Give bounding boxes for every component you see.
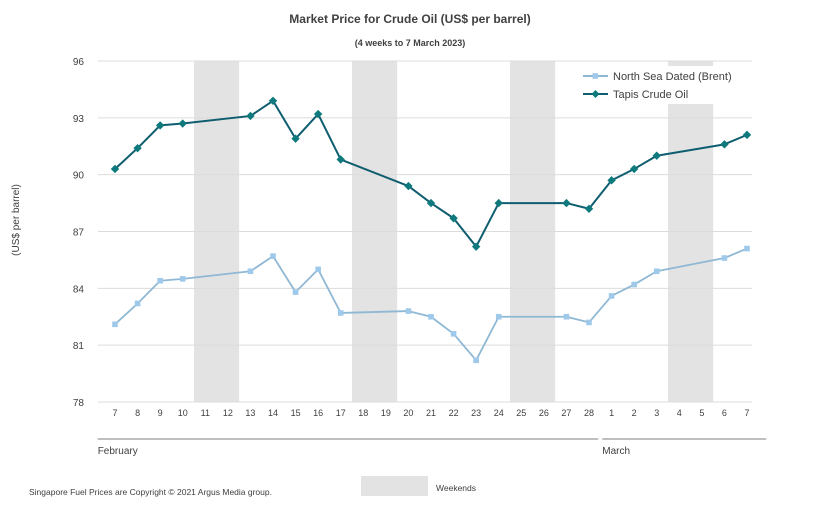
x-tick-label: 10	[178, 408, 188, 418]
series	[110, 96, 752, 364]
x-tick-label: 15	[291, 408, 301, 418]
data-point-tapis-crude-oil	[313, 109, 323, 119]
x-tick-label: 3	[654, 408, 659, 418]
weekend-key-swatch	[361, 476, 428, 496]
y-tick-label: 87	[73, 228, 85, 239]
data-point-tapis-crude-oil	[629, 164, 639, 174]
x-tick-label: 27	[561, 408, 571, 418]
footnote: Singapore Fuel Prices are Copyright © 20…	[29, 487, 272, 497]
x-tick-label: 19	[381, 408, 391, 418]
legend-background	[578, 66, 746, 104]
x-tick-label: 18	[358, 408, 368, 418]
x-tick-label: 17	[336, 408, 346, 418]
data-point-north-sea-dated-brent	[112, 321, 118, 328]
x-tick-label: 8	[135, 408, 140, 418]
data-point-tapis-crude-oil	[562, 198, 571, 208]
x-tick-label: 4	[677, 408, 682, 418]
x-tick-label: 6	[722, 408, 727, 418]
data-point-north-sea-dated-brent	[157, 277, 163, 284]
y-tick-label: 90	[73, 171, 85, 182]
data-point-north-sea-dated-brent	[653, 268, 660, 275]
data-point-tapis-crude-oil	[607, 176, 616, 185]
data-point-north-sea-dated-brent	[631, 281, 637, 288]
data-point-tapis-crude-oil	[246, 111, 255, 121]
data-point-north-sea-dated-brent	[134, 300, 141, 307]
data-point-north-sea-dated-brent	[270, 253, 276, 259]
legend-label: North Sea Dated (Brent)	[613, 71, 732, 83]
data-point-north-sea-dated-brent	[563, 313, 570, 320]
data-point-tapis-crude-oil	[178, 119, 187, 128]
legend-swatch-marker	[591, 90, 600, 98]
x-tick-label: 20	[403, 408, 413, 418]
x-tick-label: 21	[426, 408, 436, 418]
data-point-tapis-crude-oil	[494, 198, 503, 208]
data-point-tapis-crude-oil	[404, 181, 413, 191]
chart-subtitle: (4 weeks to 7 March 2023)	[355, 38, 466, 48]
data-point-tapis-crude-oil	[268, 96, 278, 105]
data-point-north-sea-dated-brent	[473, 357, 479, 364]
month-axis: February March	[97, 438, 767, 457]
data-point-north-sea-dated-brent	[744, 245, 750, 252]
data-point-tapis-crude-oil	[133, 143, 142, 153]
x-axis-ticks: 7 8 9 10 11 12 13 14 15 16 17 18 19 20 21 22 23 24 25 26 27 2…	[112, 408, 749, 418]
month-label: February	[98, 446, 138, 457]
gridlines	[98, 60, 752, 403]
y-tick-label: 81	[73, 341, 85, 352]
data-point-tapis-crude-oil	[471, 242, 481, 251]
x-tick-label: 23	[471, 408, 481, 418]
data-point-tapis-crude-oil	[449, 214, 458, 223]
data-point-north-sea-dated-brent	[292, 289, 299, 295]
legend-swatch-marker	[592, 73, 599, 79]
x-tick-label: 12	[223, 408, 233, 418]
x-tick-label: 25	[516, 408, 526, 418]
data-point-north-sea-dated-brent	[247, 268, 254, 275]
legend: North Sea Dated (Brent) Tapis Crude Oil	[578, 66, 746, 104]
x-tick-label: 28	[584, 408, 594, 418]
x-tick-label: 9	[158, 408, 163, 418]
x-tick-label: 14	[268, 408, 278, 418]
legend-label: Tapis Crude Oil	[613, 89, 688, 101]
data-point-north-sea-dated-brent	[428, 313, 434, 320]
y-tick-label: 78	[73, 398, 85, 409]
data-point-tapis-crude-oil	[155, 121, 165, 130]
x-tick-label: 16	[313, 408, 323, 418]
y-axis-label: (US$ per barrel)	[11, 184, 22, 256]
data-point-north-sea-dated-brent	[315, 266, 321, 273]
y-axis-ticks: 78 81 84 87 90 93 96	[73, 57, 85, 409]
x-tick-label: 5	[699, 408, 704, 418]
x-tick-label: 13	[245, 408, 255, 418]
data-point-tapis-crude-oil	[426, 198, 436, 208]
data-point-north-sea-dated-brent	[495, 313, 502, 320]
x-tick-label: 7	[744, 408, 749, 418]
data-point-north-sea-dated-brent	[450, 331, 457, 337]
y-tick-label: 84	[73, 284, 85, 295]
x-tick-label: 7	[112, 408, 117, 418]
y-tick-label: 93	[73, 114, 85, 125]
weekend-key-label: Weekends	[436, 483, 476, 493]
y-tick-label: 96	[73, 57, 85, 68]
x-tick-label: 26	[539, 408, 549, 418]
data-point-tapis-crude-oil	[110, 164, 120, 174]
data-point-north-sea-dated-brent	[586, 319, 592, 326]
data-point-north-sea-dated-brent	[179, 276, 186, 282]
data-point-tapis-crude-oil	[652, 151, 661, 160]
data-point-north-sea-dated-brent	[721, 255, 728, 261]
data-point-north-sea-dated-brent	[337, 310, 344, 316]
data-point-tapis-crude-oil	[584, 204, 594, 213]
data-point-tapis-crude-oil	[720, 140, 729, 149]
chart-title: Market Price for Crude Oil (US$ per barr…	[289, 12, 530, 26]
x-tick-label: 24	[494, 408, 504, 418]
x-tick-label: 22	[449, 408, 459, 418]
x-tick-label: 11	[201, 408, 210, 418]
data-point-tapis-crude-oil	[336, 155, 345, 164]
data-point-north-sea-dated-brent	[608, 293, 615, 299]
x-tick-label: 1	[609, 408, 614, 418]
data-point-north-sea-dated-brent	[405, 308, 412, 314]
month-label: March	[602, 446, 630, 457]
data-point-tapis-crude-oil	[291, 134, 300, 143]
x-tick-label: 2	[632, 408, 637, 418]
data-point-tapis-crude-oil	[742, 130, 752, 140]
